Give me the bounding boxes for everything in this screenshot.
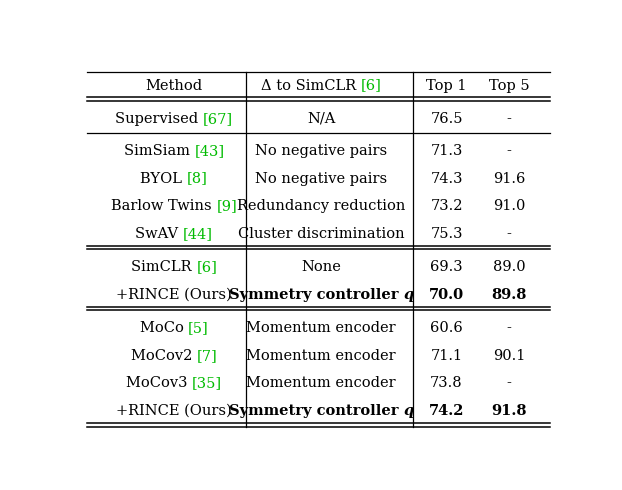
- Text: 70.0: 70.0: [429, 288, 464, 302]
- Text: MoCov2: MoCov2: [131, 349, 197, 363]
- Text: 71.3: 71.3: [430, 144, 463, 158]
- Text: 91.6: 91.6: [493, 172, 526, 186]
- Text: 74.2: 74.2: [429, 404, 464, 418]
- Text: Symmetry controller: Symmetry controller: [229, 288, 404, 302]
- Text: -: -: [507, 144, 512, 158]
- Text: SimSiam: SimSiam: [124, 144, 195, 158]
- Text: 76.5: 76.5: [430, 112, 463, 126]
- Text: 60.6: 60.6: [430, 321, 463, 335]
- Text: 74.3: 74.3: [430, 172, 463, 186]
- Text: Momentum encoder: Momentum encoder: [246, 376, 396, 391]
- Text: No negative pairs: No negative pairs: [255, 172, 388, 186]
- Text: 91.8: 91.8: [491, 404, 527, 418]
- Text: [43]: [43]: [195, 144, 225, 158]
- Text: Top 5: Top 5: [489, 78, 529, 93]
- Text: -: -: [507, 321, 512, 335]
- Text: q: q: [404, 404, 414, 418]
- Text: N/A: N/A: [307, 112, 335, 126]
- Text: SwAV: SwAV: [136, 227, 183, 241]
- Text: Method: Method: [146, 78, 203, 93]
- Text: 90.1: 90.1: [493, 349, 526, 363]
- Text: Barlow Twins: Barlow Twins: [111, 199, 216, 213]
- Text: Top 1: Top 1: [426, 78, 466, 93]
- Text: -: -: [507, 112, 512, 126]
- Text: MoCov3: MoCov3: [126, 376, 192, 391]
- Text: Supervised: Supervised: [115, 112, 203, 126]
- Text: Momentum encoder: Momentum encoder: [246, 321, 396, 335]
- Text: [6]: [6]: [197, 260, 217, 274]
- Text: +RINCE (Ours): +RINCE (Ours): [116, 288, 232, 302]
- Text: 69.3: 69.3: [430, 260, 463, 274]
- Text: 71.1: 71.1: [430, 349, 463, 363]
- Text: [67]: [67]: [203, 112, 233, 126]
- Text: -: -: [507, 376, 512, 391]
- Text: [8]: [8]: [187, 172, 208, 186]
- Text: [44]: [44]: [183, 227, 213, 241]
- Text: No negative pairs: No negative pairs: [255, 144, 388, 158]
- Text: Δ to SimCLR: Δ to SimCLR: [261, 78, 361, 93]
- Text: Redundancy reduction: Redundancy reduction: [237, 199, 406, 213]
- Text: 73.8: 73.8: [430, 376, 463, 391]
- Text: MoCo: MoCo: [139, 321, 188, 335]
- Text: [9]: [9]: [216, 199, 237, 213]
- Text: None: None: [301, 260, 341, 274]
- Text: q: q: [404, 288, 414, 302]
- Text: SimCLR: SimCLR: [131, 260, 197, 274]
- Text: Symmetry controller: Symmetry controller: [229, 404, 404, 418]
- Text: 89.8: 89.8: [491, 288, 527, 302]
- Text: 75.3: 75.3: [430, 227, 463, 241]
- Text: 89.0: 89.0: [493, 260, 526, 274]
- Text: Momentum encoder: Momentum encoder: [246, 349, 396, 363]
- Text: BYOL: BYOL: [141, 172, 187, 186]
- Text: Cluster discrimination: Cluster discrimination: [238, 227, 404, 241]
- Text: [7]: [7]: [197, 349, 218, 363]
- Text: +RINCE (Ours): +RINCE (Ours): [116, 404, 232, 418]
- Text: 91.0: 91.0: [493, 199, 526, 213]
- Text: [5]: [5]: [188, 321, 209, 335]
- Text: -: -: [507, 227, 512, 241]
- Text: [6]: [6]: [361, 78, 381, 93]
- Text: [35]: [35]: [192, 376, 222, 391]
- Text: 73.2: 73.2: [430, 199, 463, 213]
